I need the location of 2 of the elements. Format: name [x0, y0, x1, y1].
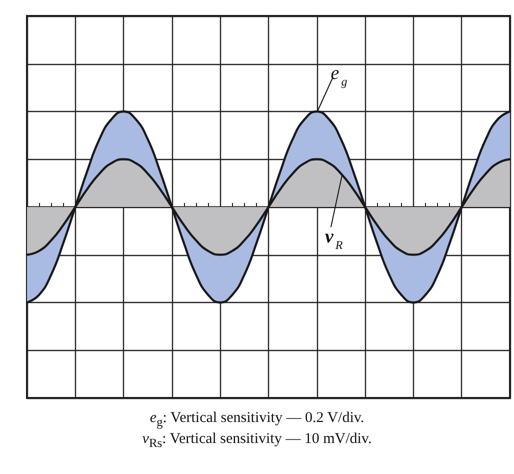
text: e$_{g}$: Vertical sensitivity — 0.2 V/div.: [150, 410, 364, 429]
text: v$_{Rs}$: Vertical sensitivity — 10 mV/div.: [142, 431, 372, 450]
